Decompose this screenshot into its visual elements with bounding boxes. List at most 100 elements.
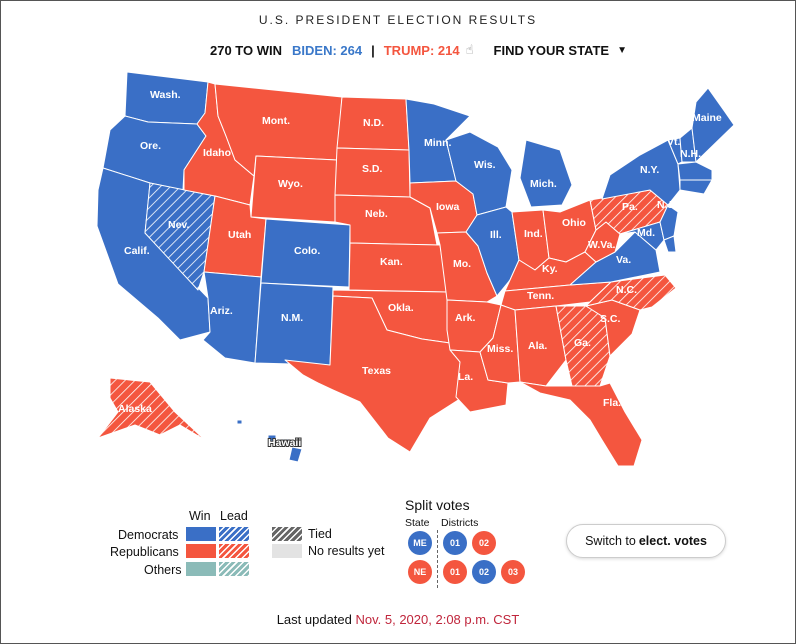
switch-to-electoral-votes-button[interactable]: Switch to elect. votes [566,524,726,558]
state-md[interactable] [619,221,665,251]
legend-rep-lead-swatch [219,544,249,558]
legend-republicans-label: Republicans [110,545,179,559]
pointer-hand-icon: ☝ [465,42,474,57]
state-label-texas: Texas [362,365,391,377]
state-label-ga: Ga. [574,337,591,349]
state-label-ore: Ore. [140,140,161,152]
legend-dem-win-swatch [186,527,216,541]
state-label-minn: Minn. [424,137,451,149]
last-updated-timestamp: Nov. 5, 2020, 2:08 p.m. CST [355,612,520,627]
state-ariz[interactable] [202,271,262,364]
legend-no-results-label: No results yet [308,544,385,558]
state-mich[interactable] [519,139,573,208]
state-label-iowa: Iowa [436,201,459,213]
state-label-va: Va. [616,254,631,266]
state-ala[interactable] [514,305,567,387]
state-label-utah: Utah [228,229,251,241]
last-updated-prefix: Last updated [276,612,356,627]
maine-district-1-badge: 01 [443,531,467,555]
find-your-state-dropdown[interactable]: FIND YOUR STATE ▼ [494,43,627,58]
state-label-mont: Mont. [262,115,290,127]
conn-ri-state[interactable] [679,179,713,195]
state-alaska[interactable] [97,377,206,441]
legend-rep-win-swatch [186,544,216,558]
switch-button-bold: elect. votes [638,534,707,548]
state-label-okla: Okla. [388,302,414,314]
delaware-state[interactable] [663,235,677,253]
nebraska-state-badge: NE [408,560,432,584]
state-label-mich: Mich. [530,178,557,190]
split-state-header: State [405,517,430,529]
state-label-tenn: Tenn. [527,290,554,302]
legend-democrats-label: Democrats [118,528,179,542]
state-label-n-h: N.H. [680,148,701,160]
nebraska-district-3-badge: 03 [501,560,525,584]
state-label-md: Md. [637,227,655,239]
biden-tally: BIDEN: 264 [292,42,363,58]
chevron-down-icon: ▼ [617,44,627,56]
state-label-alaska: Alaska [118,403,152,415]
state-label-ala: Ala. [528,340,547,352]
state-label-maine: Maine [692,112,722,124]
state-label-ohio: Ohio [562,217,586,229]
state-label-colo: Colo. [294,245,320,257]
state-fla[interactable] [519,381,643,467]
state-texas[interactable] [284,295,467,453]
state-n-m[interactable] [254,282,334,366]
state-label-ariz: Ariz. [210,305,233,317]
state-label-ark: Ark. [455,312,476,324]
nebraska-district-1-badge: 01 [443,560,467,584]
state-label-s-c: S.C. [600,313,621,325]
switch-button-prefix: Switch to [585,534,636,548]
scoreboard: 270 TO WIN BIDEN: 264 | TRUMP: 214 ☝ FIN… [210,40,627,60]
legend-win-header: Win [189,509,211,523]
page-title: U.S. PRESIDENT ELECTION RESULTS [258,13,538,27]
split-votes-title: Split votes [405,497,470,513]
legend-dem-lead-swatch [219,527,249,541]
nebraska-district-2-badge: 02 [472,560,496,584]
legend-others-win-swatch [186,562,216,576]
state-label-s-d: S.D. [362,163,383,175]
maine-state-badge: ME [408,531,432,555]
legend-lead-header: Lead [220,509,248,523]
mass-state[interactable] [677,161,713,181]
state-ill[interactable] [465,206,520,297]
legend-others-lead-swatch [219,562,249,576]
state-label-wis: Wis. [474,159,496,171]
state-label-neb: Neb. [365,208,388,220]
state-label-la: La. [458,371,473,383]
state-n-c[interactable] [585,274,677,311]
state-label-n-m: N.M. [281,312,303,324]
state-label-n-d: N.D. [363,117,384,129]
split-districts-header: Districts [441,517,479,529]
state-label-wash: Wash. [150,89,181,101]
state-label-ky: Ky. [542,263,558,275]
state-label-miss: Miss. [487,343,513,355]
state-label-vt: Vt. [667,136,681,148]
split-divider [437,530,438,588]
legend-others-label: Others [144,563,182,577]
legend-no-results-swatch [272,544,302,558]
state-label-n-j: N.J. [657,199,676,211]
state-label-n-y: N.Y. [640,164,659,176]
state-label-fla: Fla. [603,397,621,409]
state-label-pa: Pa. [622,201,638,213]
state-label-nev: Nev. [168,219,189,231]
tally-separator: | [371,42,375,58]
state-n-j[interactable] [659,204,679,241]
state-label-ill: Ill. [490,229,502,241]
state-maine[interactable] [691,87,735,163]
maine-district-2-badge: 02 [472,531,496,555]
state-label-idaho: Idaho [203,147,231,159]
state-label-hawaii: Hawaii [268,437,301,449]
state-hawaii[interactable] [236,419,303,463]
threshold-label: 270 TO WIN [210,42,283,58]
us-election-map: Wash. Ore. Calif. Nev. Idaho Mont. Wyo. Utah Col… [96,71,735,467]
legend-tied-label: Tied [308,527,332,541]
state-label-n-c: N.C. [616,284,637,296]
last-updated: Last updated Nov. 5, 2020, 2:08 p.m. CST [0,612,796,627]
find-your-state-label: FIND YOUR STATE [493,42,610,58]
legend-tied-swatch [272,527,302,541]
state-label-kan: Kan. [380,256,403,268]
state-miss[interactable] [479,304,521,384]
